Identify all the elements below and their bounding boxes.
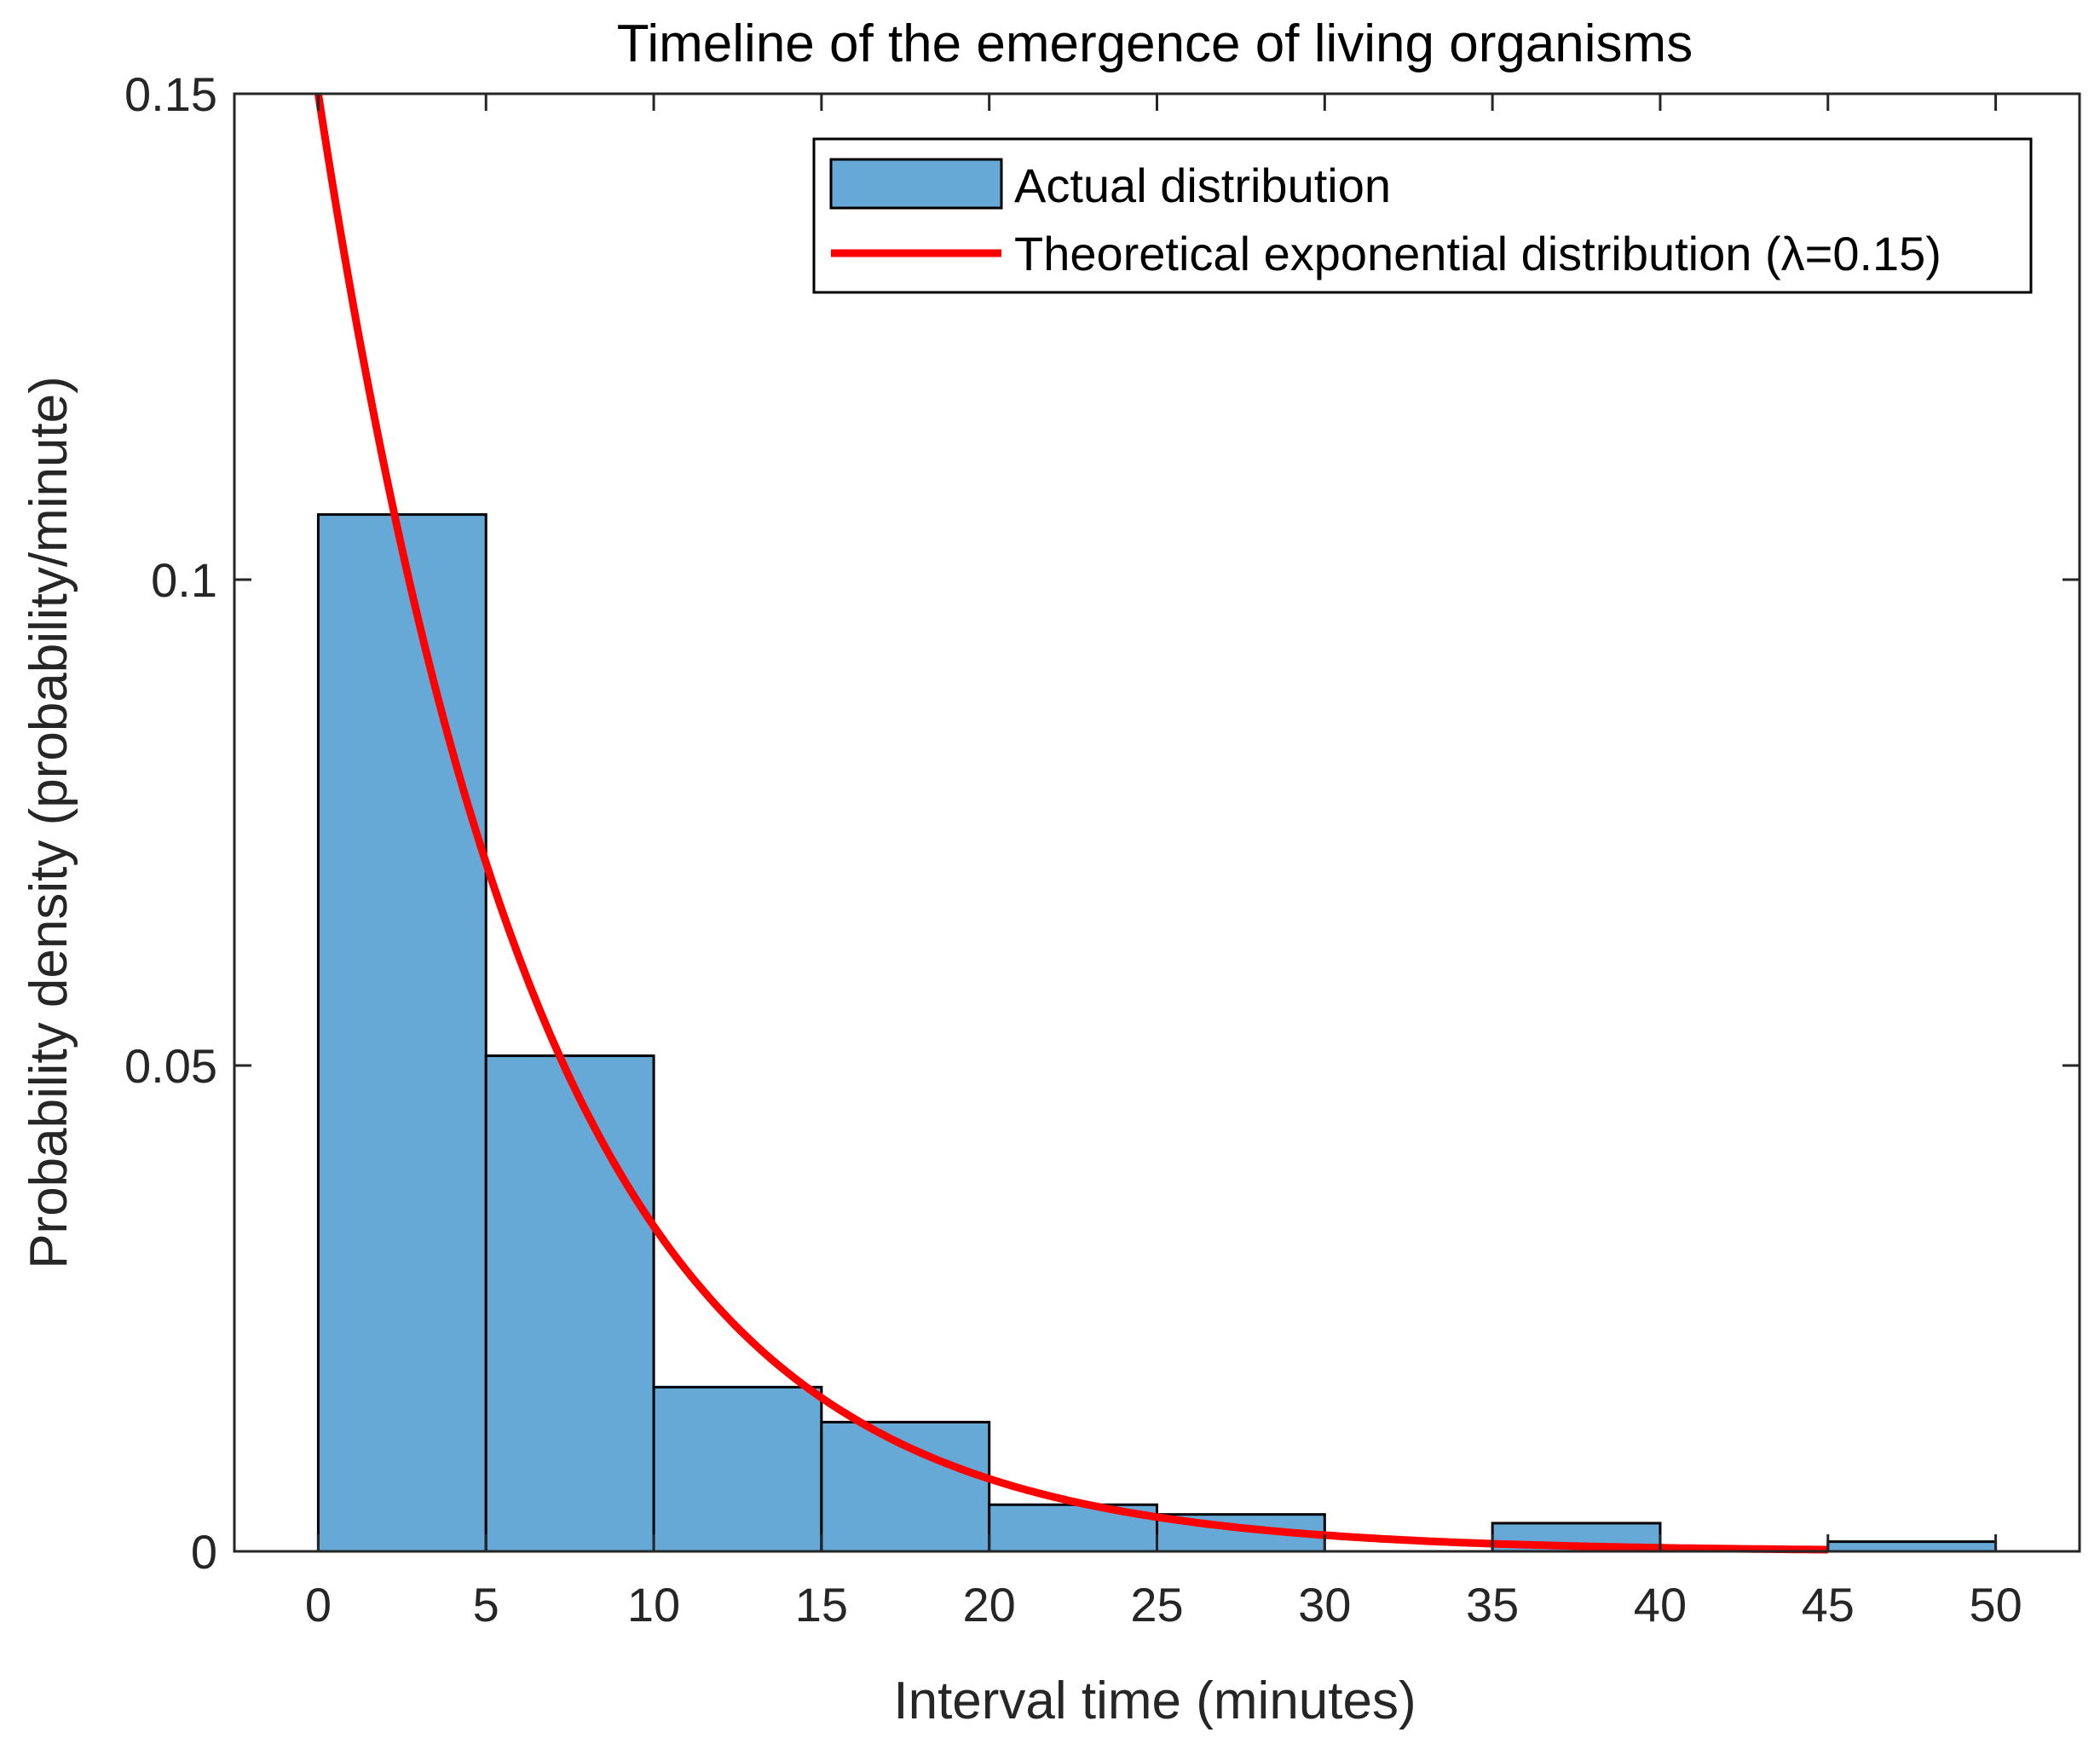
x-tick-label: 10: [627, 1578, 680, 1631]
x-tick-label: 45: [1802, 1578, 1855, 1631]
x-tick-label: 25: [1130, 1578, 1183, 1631]
legend-swatch-histogram: [829, 158, 1003, 210]
y-axis-label: Probability density (probability/minute): [20, 376, 78, 1269]
histogram-bar: [820, 1420, 991, 1553]
x-tick-label: 0: [305, 1578, 332, 1631]
x-tick-label: 20: [963, 1578, 1016, 1631]
x-tick-label: 50: [1969, 1578, 2022, 1631]
histogram-bar: [316, 513, 488, 1553]
y-tick-label: 0.15: [124, 67, 217, 121]
histogram-bar: [484, 1054, 655, 1553]
x-tick-label: 30: [1298, 1578, 1351, 1631]
legend-label-curve: Theoretical exponential distribution (λ=…: [1014, 227, 1941, 280]
y-tick-label: 0.05: [124, 1039, 217, 1093]
x-tick-label: 35: [1466, 1578, 1519, 1631]
x-tick-label: 5: [473, 1578, 499, 1631]
curve-layer: [314, 93, 1828, 1554]
exponential-curve: [314, 93, 1828, 1554]
legend-box: [812, 137, 2033, 294]
y-axis-ticks: 0 0.05 0.1 0.15: [124, 67, 2080, 1579]
histogram-bar: [652, 1385, 823, 1553]
legend: Actual distribution Theoretical exponent…: [812, 137, 2033, 294]
chart-title: Timeline of the emergence of living orga…: [617, 14, 1693, 73]
x-axis-label: Interval time (minutes): [893, 1672, 1416, 1730]
x-axis-ticks: 0 5 10 15 20 25 30 35 40 45 50: [305, 94, 2022, 1631]
y-tick-label: 0: [191, 1525, 217, 1579]
legend-label-histogram: Actual distribution: [1014, 159, 1391, 212]
y-tick-label: 0.1: [151, 553, 217, 607]
x-tick-label: 15: [795, 1578, 848, 1631]
histogram-bars: [316, 513, 1998, 1553]
histogram-bar: [1826, 1540, 1998, 1553]
x-tick-label: 40: [1634, 1578, 1687, 1631]
